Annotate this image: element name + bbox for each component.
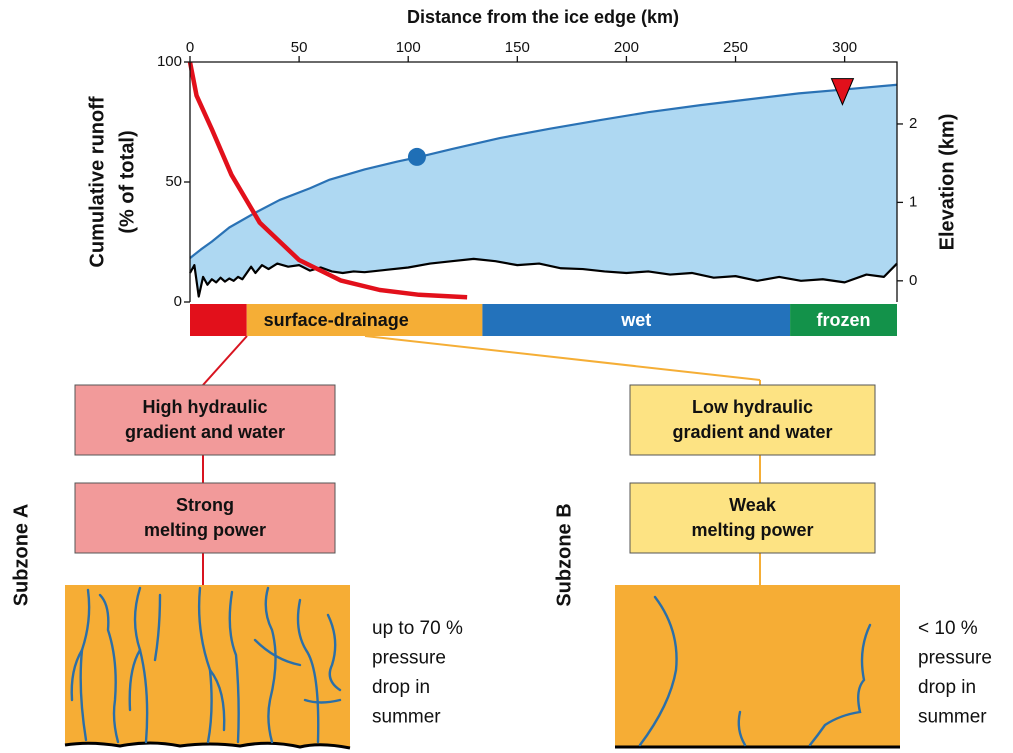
- zone: [246, 304, 483, 336]
- note: up to 70 %: [372, 618, 463, 639]
- elevation-area: [190, 84, 897, 297]
- process-box: [74, 384, 336, 456]
- marker: [407, 147, 426, 166]
- y-axis-title: (% of total): [116, 130, 138, 233]
- process-box: [629, 482, 876, 554]
- y-axis-title: Cumulative runoff: [86, 96, 108, 267]
- note: summer: [918, 707, 987, 728]
- series-line: [189, 257, 898, 298]
- y2-axis-title: Elevation (km): [936, 114, 958, 251]
- note: summer: [372, 707, 441, 728]
- zone: [790, 304, 897, 336]
- subzone-label: Subzone B: [553, 503, 575, 606]
- y2-tick-label: 0: [909, 272, 917, 289]
- box-text: melting power: [144, 520, 266, 540]
- box-text: gradient and water: [125, 422, 285, 442]
- box-text: Weak: [729, 495, 777, 515]
- x-axis-title: Distance from the ice edge (km): [407, 7, 679, 27]
- zone-label: frozen: [817, 310, 871, 330]
- y-tick-label: 0: [174, 293, 182, 310]
- note: pressure: [918, 648, 992, 669]
- note: pressure: [372, 648, 446, 669]
- marker: [830, 78, 855, 106]
- y2-tick-label: 1: [909, 193, 917, 210]
- note: drop in: [918, 677, 976, 698]
- panel-b: [615, 585, 900, 749]
- x-tick-label: 150: [505, 39, 530, 56]
- y-tick-label: 50: [165, 173, 182, 190]
- process-box: [74, 482, 336, 554]
- y-tick-label: 100: [157, 53, 182, 70]
- note: drop in: [372, 677, 430, 698]
- subzone-label: Subzone A: [10, 504, 32, 607]
- x-tick-label: 50: [291, 39, 308, 56]
- x-tick-label: 250: [723, 39, 748, 56]
- y2-tick-label: 2: [909, 115, 917, 132]
- box-text: Low hydraulic: [692, 397, 813, 417]
- process-box: [629, 384, 876, 456]
- x-tick-label: 200: [614, 39, 639, 56]
- box-text: High hydraulic: [142, 397, 267, 417]
- panel-a: [64, 585, 351, 750]
- zone: [190, 304, 247, 336]
- box-text: Strong: [176, 495, 234, 515]
- zone-label: surface-drainage: [264, 310, 409, 330]
- connector: [364, 335, 761, 381]
- zone: [482, 304, 791, 336]
- box-text: gradient and water: [672, 422, 832, 442]
- x-tick-label: 300: [832, 39, 857, 56]
- connector: [202, 335, 248, 386]
- box-text: melting power: [691, 520, 813, 540]
- series-line: [187, 61, 468, 300]
- x-tick-label: 100: [396, 39, 421, 56]
- zone-label: wet: [620, 310, 651, 330]
- note: < 10 %: [918, 618, 978, 639]
- x-tick-label: 0: [186, 39, 194, 56]
